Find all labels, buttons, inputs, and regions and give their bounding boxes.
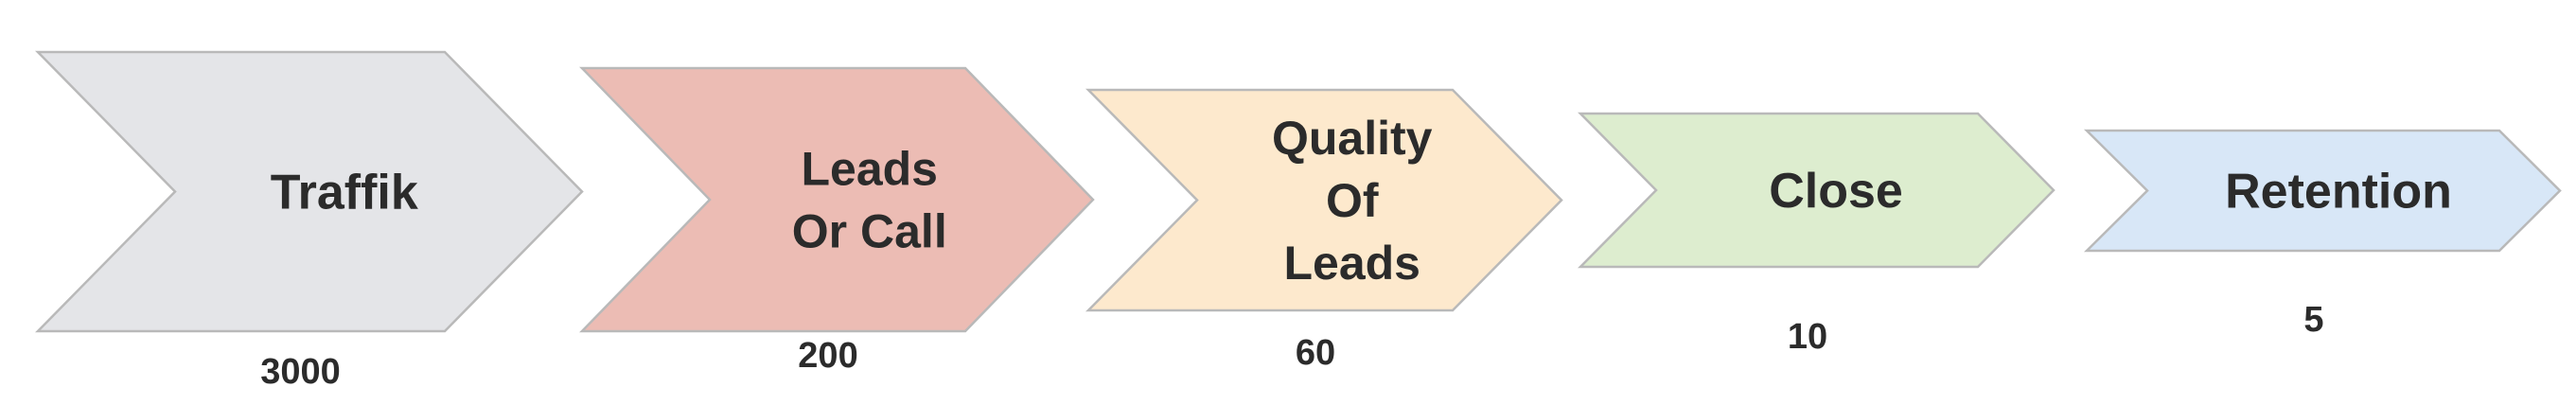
funnel-step-label: Of — [1326, 174, 1379, 227]
funnel-step: Close 10 — [1578, 112, 2056, 357]
funnel-step-chevron — [2083, 129, 2562, 253]
funnel-step-chevron — [1085, 88, 1563, 312]
funnel-step: Traffik 3000 — [35, 50, 584, 392]
funnel-step-label: Close — [1769, 164, 1903, 219]
funnel-step: Quality Of Leads 60 — [1085, 88, 1563, 373]
funnel-step-value: 3000 — [260, 352, 341, 392]
funnel-step-label: Traffik — [271, 166, 418, 220]
funnel-step-value: 200 — [798, 336, 857, 376]
funnel-step-value: 10 — [1788, 317, 1827, 357]
funnel-step-label: Retention — [2225, 165, 2452, 220]
funnel-step-value: 60 — [1296, 333, 1335, 373]
funnel-step-chevron — [1578, 112, 2056, 269]
funnel-step-chevron — [579, 66, 1095, 333]
funnel-step-label: Leads — [801, 143, 938, 196]
funnel-step-chevron — [35, 50, 584, 333]
funnel-step-label: Leads — [1283, 237, 1420, 290]
funnel-step: Leads Or Call 200 — [579, 66, 1095, 376]
funnel-step: Retention 5 — [2083, 129, 2562, 340]
funnel-step-value: 5 — [2303, 300, 2323, 340]
funnel-step-label: Or Call — [792, 205, 947, 258]
funnel-step-label: Quality — [1272, 112, 1433, 165]
